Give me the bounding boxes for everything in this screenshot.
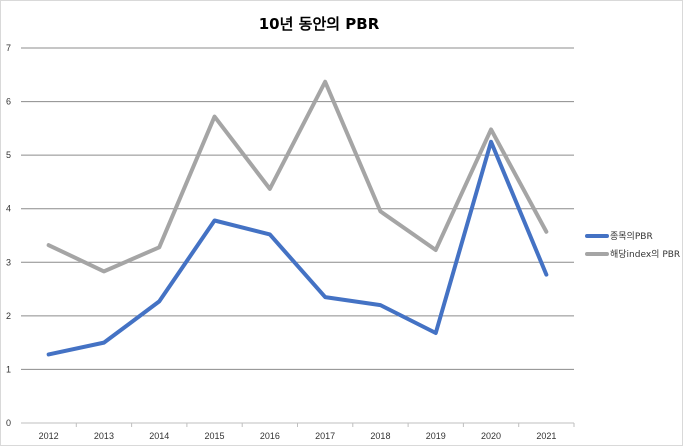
chart-title: 10년 동안의 PBR [259,15,380,33]
x-tick-label: 2018 [370,431,390,441]
series-line [46,79,549,274]
legend: 종목의PBR 해당index의 PBR [585,231,680,260]
x-tick-label: 2014 [149,431,169,441]
y-tick-label: 5 [6,150,11,160]
x-tick-label: 2019 [426,431,446,441]
series-line [46,139,549,357]
y-tick-label: 6 [6,97,11,107]
x-tick-label: 2021 [536,431,556,441]
y-axis-ticks: 0 1 2 3 4 5 6 7 [6,43,11,428]
x-tick-label: 2013 [94,431,114,441]
series-lines [46,79,549,357]
x-tick-label: 2017 [315,431,335,441]
x-axis-ticks: 2012 2013 2014 2015 2016 2017 2018 2019 2020 2021 [39,423,575,441]
x-tick-label: 2016 [260,431,280,441]
x-tick-label: 2015 [205,431,225,441]
y-tick-label: 7 [6,43,11,53]
y-tick-label: 1 [6,364,11,374]
y-tick-label: 2 [6,311,11,321]
legend-label: 종목의PBR [610,231,653,242]
x-tick-label: 2020 [481,431,501,441]
x-tick-label: 2012 [39,431,59,441]
y-tick-label: 4 [6,204,11,214]
y-tick-label: 0 [6,418,11,428]
legend-label: 해당index의 PBR [610,249,680,260]
y-tick-label: 3 [6,257,11,267]
gridlines [21,47,574,424]
